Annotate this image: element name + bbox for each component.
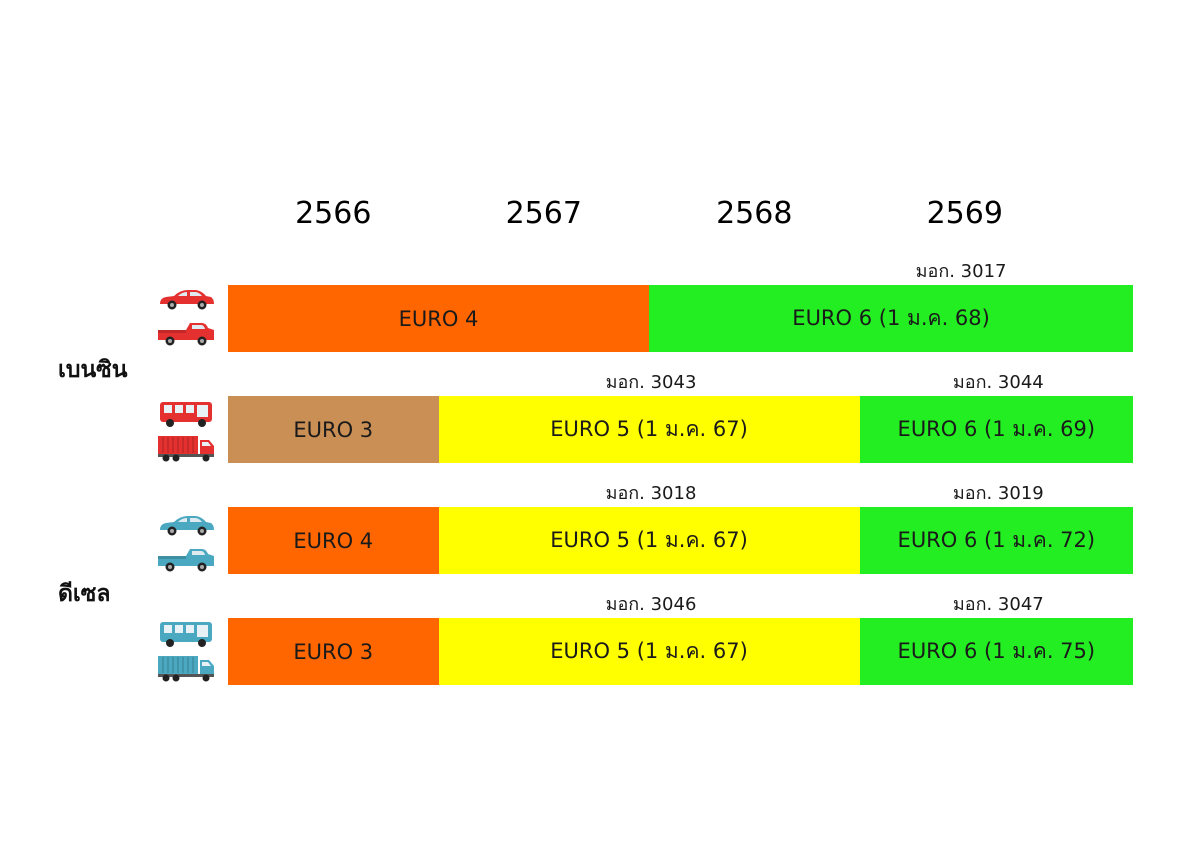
year-label: 2567: [505, 196, 582, 231]
emission-standard-bar: EURO 5 (1 ม.ค. 67): [438, 507, 860, 574]
emission-standard-bar: EURO 6 (1 ม.ค. 72): [859, 507, 1134, 574]
tis-standard-label: มอก. 3043: [605, 372, 697, 393]
car-icon: [156, 286, 216, 316]
tis-standard-label: มอก. 3018: [605, 483, 697, 504]
emission-standard-bar: EURO 3: [228, 618, 439, 685]
tis-standard-label: มอก. 3044: [952, 372, 1044, 393]
year-label: 2568: [716, 196, 793, 231]
emission-standard-bar: EURO 3: [228, 396, 439, 463]
cargo-truck-icon: [156, 434, 216, 466]
bus-icon: [156, 400, 216, 432]
emission-standard-bar: EURO 5 (1 ม.ค. 67): [438, 618, 860, 685]
emission-standard-bar: EURO 6 (1 ม.ค. 68): [649, 285, 1134, 352]
emission-standard-bar: EURO 4: [228, 507, 439, 574]
tis-standard-label: มอก. 3017: [915, 261, 1007, 282]
emission-standard-bar: EURO 4: [228, 285, 649, 352]
fuel-type-label: ดีเซล: [58, 581, 111, 607]
year-label: 2566: [295, 196, 372, 231]
tis-standard-label: มอก. 3046: [605, 594, 697, 615]
car-icon: [156, 512, 216, 542]
emission-standard-bar: EURO 5 (1 ม.ค. 67): [438, 396, 860, 463]
cargo-truck-icon: [156, 654, 216, 686]
pickup-truck-icon: [156, 546, 216, 576]
emission-standard-bar: EURO 6 (1 ม.ค. 69): [859, 396, 1134, 463]
tis-standard-label: มอก. 3019: [952, 483, 1044, 504]
pickup-truck-icon: [156, 320, 216, 350]
tis-standard-label: มอก. 3047: [952, 594, 1044, 615]
fuel-type-label: เบนซิน: [58, 357, 128, 383]
year-label: 2569: [926, 196, 1003, 231]
bus-icon: [156, 620, 216, 652]
emission-standard-bar: EURO 6 (1 ม.ค. 75): [859, 618, 1134, 685]
